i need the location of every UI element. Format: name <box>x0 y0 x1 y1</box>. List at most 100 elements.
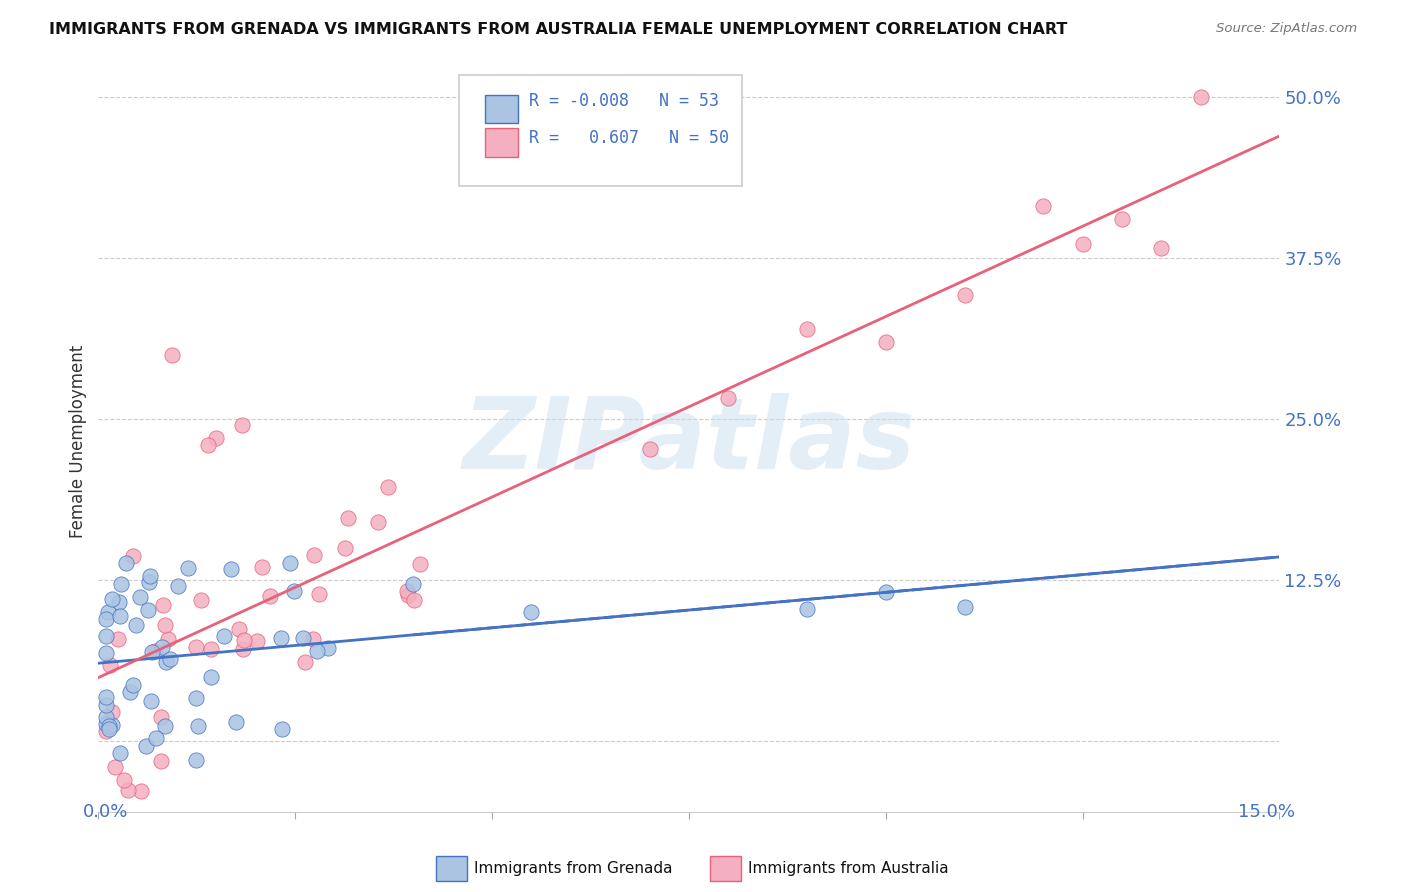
Point <box>104 759 127 773</box>
Point <box>186 691 208 706</box>
Point <box>377 480 399 494</box>
Point <box>308 587 330 601</box>
FancyBboxPatch shape <box>485 128 517 156</box>
Point <box>333 541 356 556</box>
Point <box>395 583 418 598</box>
Point <box>294 655 316 669</box>
Point <box>131 783 153 797</box>
Point <box>184 753 207 767</box>
Point <box>232 633 254 648</box>
Point <box>100 706 122 720</box>
Point <box>177 561 200 575</box>
Point <box>150 754 173 768</box>
Point <box>231 418 253 433</box>
Point <box>152 599 174 613</box>
Point <box>228 622 250 636</box>
Point <box>1071 237 1094 252</box>
Point <box>100 658 122 673</box>
Point <box>139 568 162 582</box>
Point <box>167 579 190 593</box>
Text: 15.0%: 15.0% <box>1239 803 1295 821</box>
Point <box>124 618 146 632</box>
Point <box>117 782 139 797</box>
Point <box>225 714 247 729</box>
Point <box>259 589 281 603</box>
Point <box>302 632 325 646</box>
Point <box>232 642 254 657</box>
Point <box>402 593 425 607</box>
Point <box>638 442 661 456</box>
Point <box>270 631 292 645</box>
Point <box>97 719 120 733</box>
Text: R = -0.008   N = 53: R = -0.008 N = 53 <box>530 92 720 110</box>
Y-axis label: Female Unemployment: Female Unemployment <box>69 345 87 538</box>
Point <box>283 583 305 598</box>
Point <box>219 562 242 576</box>
FancyBboxPatch shape <box>485 95 517 123</box>
Point <box>204 431 226 445</box>
Point <box>1150 241 1173 255</box>
Point <box>143 643 166 657</box>
Point <box>156 632 179 646</box>
Point <box>122 549 145 564</box>
Point <box>200 670 222 684</box>
Point <box>135 739 157 754</box>
Point <box>875 335 897 350</box>
Point <box>96 612 118 626</box>
Point <box>110 576 132 591</box>
Text: ZIPatlas: ZIPatlas <box>463 393 915 490</box>
Point <box>136 603 159 617</box>
Point <box>97 605 120 619</box>
Point <box>160 348 183 362</box>
Text: R =   0.607   N = 50: R = 0.607 N = 50 <box>530 129 730 147</box>
Point <box>108 595 131 609</box>
Point <box>875 585 897 599</box>
Point <box>270 722 292 736</box>
Point <box>149 710 172 724</box>
Point <box>246 634 269 648</box>
Point <box>98 723 121 737</box>
Point <box>101 592 124 607</box>
Point <box>115 557 138 571</box>
Point <box>520 606 543 620</box>
Point <box>96 723 118 738</box>
Point <box>184 640 207 654</box>
Point <box>120 684 142 698</box>
FancyBboxPatch shape <box>458 75 742 186</box>
Point <box>250 560 273 574</box>
Point <box>396 588 419 602</box>
Point <box>155 655 177 669</box>
Point <box>1032 199 1054 213</box>
Point <box>96 710 118 724</box>
Point <box>212 629 235 643</box>
Point <box>337 511 360 525</box>
Point <box>96 646 118 660</box>
Point <box>1189 90 1212 104</box>
Point <box>96 630 118 644</box>
Point <box>717 391 740 405</box>
Point <box>796 321 818 335</box>
Point <box>112 772 135 787</box>
Point <box>408 557 430 571</box>
Point <box>150 640 173 654</box>
Point <box>96 690 118 704</box>
Point <box>318 640 340 655</box>
Point <box>197 438 219 452</box>
Point <box>153 719 176 733</box>
Point <box>96 698 118 713</box>
Point <box>200 641 222 656</box>
Text: Immigrants from Grenada: Immigrants from Grenada <box>474 862 672 876</box>
Point <box>953 599 976 614</box>
Point <box>159 652 181 666</box>
Point <box>101 718 124 732</box>
Point <box>108 609 131 624</box>
Point <box>121 678 143 692</box>
Text: IMMIGRANTS FROM GRENADA VS IMMIGRANTS FROM AUSTRALIA FEMALE UNEMPLOYMENT CORRELA: IMMIGRANTS FROM GRENADA VS IMMIGRANTS FR… <box>49 22 1067 37</box>
Point <box>187 719 209 733</box>
Point <box>190 593 212 607</box>
Point <box>96 717 118 731</box>
Point <box>141 694 163 708</box>
Point <box>796 602 818 616</box>
Point <box>141 645 163 659</box>
Text: 0.0%: 0.0% <box>83 803 128 821</box>
